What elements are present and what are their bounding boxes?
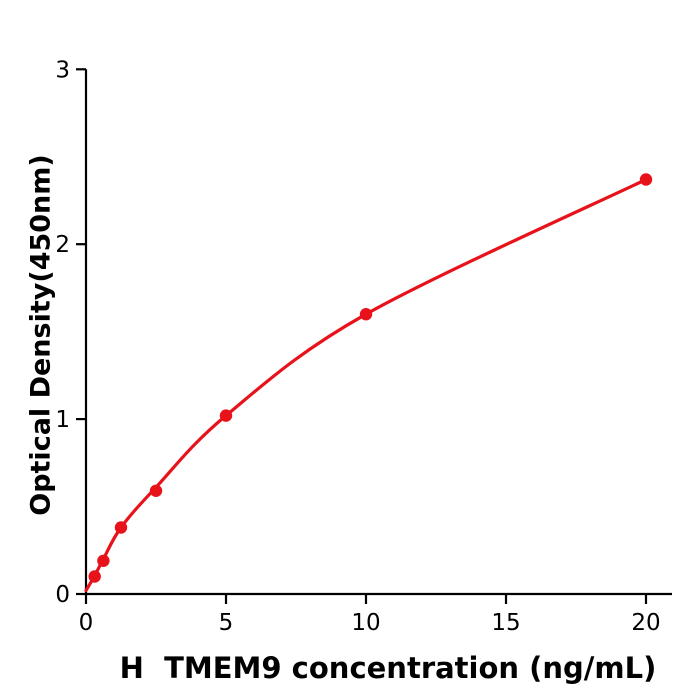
x-tick-label: 10 xyxy=(351,610,380,636)
y-tick-label: 3 xyxy=(55,57,70,83)
y-tick-label: 0 xyxy=(55,582,70,608)
data-point-marker xyxy=(114,521,128,534)
axis-tick-labels: 0 5 10 15 20 0 1 2 3 xyxy=(55,57,660,636)
y-tick-label: 1 xyxy=(55,407,70,433)
x-axis-title: H TMEM9 concentration (ng/mL) xyxy=(119,651,657,685)
x-tick-label: 20 xyxy=(631,610,660,636)
fit-curve-line xyxy=(84,177,648,593)
y-axis-title: Optical Density(450nm) xyxy=(25,154,57,516)
axis-ticks xyxy=(76,68,648,604)
data-series xyxy=(84,173,653,593)
data-point-marker xyxy=(97,554,110,567)
data-point-marker xyxy=(88,570,101,583)
x-tick-label: 5 xyxy=(219,610,234,636)
axis-spines xyxy=(84,69,672,596)
data-point-marker xyxy=(149,484,163,497)
axes xyxy=(84,69,672,596)
data-point-marker xyxy=(219,409,233,422)
y-tick-label: 2 xyxy=(55,232,70,258)
data-point-marker xyxy=(359,308,373,321)
data-point-marker xyxy=(639,173,653,186)
x-tick-label: 0 xyxy=(79,610,94,636)
x-tick-label: 15 xyxy=(491,610,520,636)
